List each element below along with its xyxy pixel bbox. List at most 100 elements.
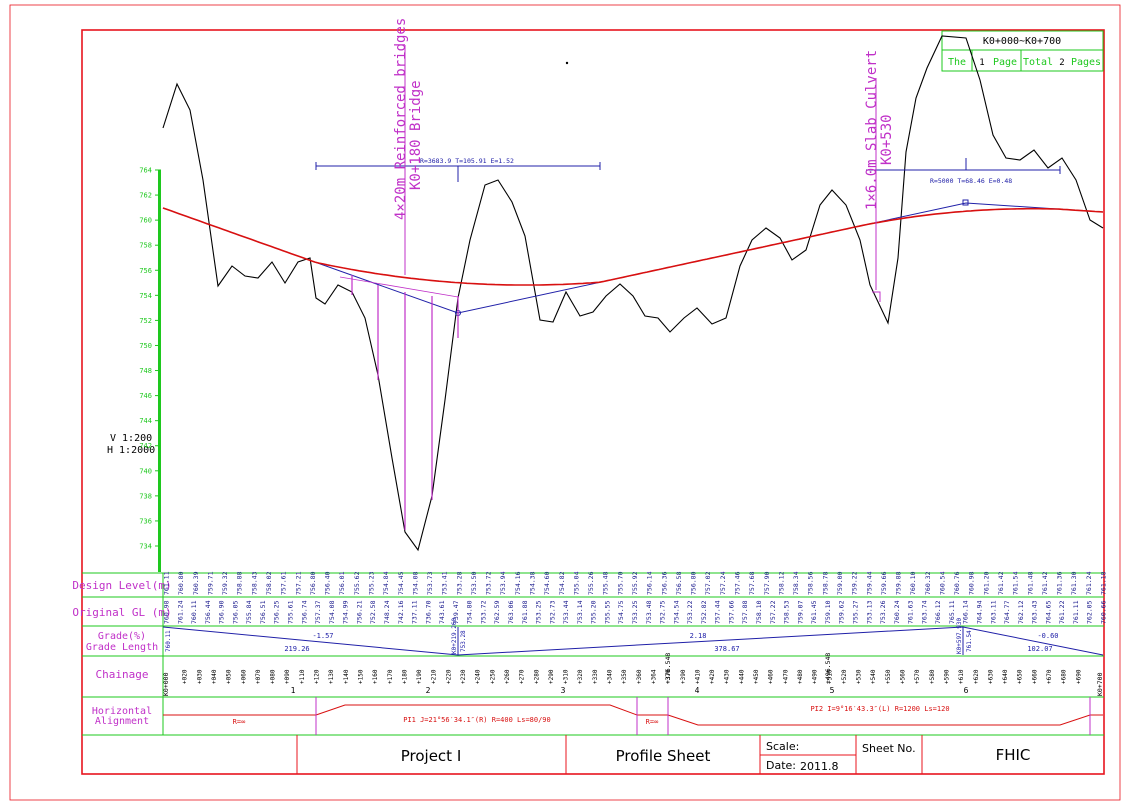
original-level-value: 736.70 [424, 600, 432, 624]
elevation-label: 738 [139, 492, 152, 500]
chainage-tick: +360 [636, 669, 643, 684]
chainage-tick: +020 [182, 669, 189, 684]
design-level-value: 761.24 [1085, 571, 1093, 595]
design-level-value: 753.94 [499, 571, 507, 595]
design-level-value: 761.42 [1041, 571, 1049, 595]
original-level-value: 758.10 [755, 600, 763, 624]
original-level-value: 760.11 [190, 600, 198, 624]
design-level-value: 755.04 [572, 571, 580, 595]
original-level-value: 756.90 [218, 600, 226, 624]
alignment-2: PI1 J=21°56′34.1″(R) R=400 Ls=80/90 [403, 716, 551, 724]
chainage-tick: +550 [885, 669, 892, 684]
design-level-value: 758.43 [250, 571, 258, 595]
design-level-value: 759.44 [865, 571, 873, 595]
chainage-tick: +250 [489, 669, 496, 684]
design-level-value: 761.36 [1056, 571, 1064, 595]
chainage-tick: +510 [826, 669, 833, 684]
chainage-tick: +320 [577, 669, 584, 684]
original-level-value: 753.13 [865, 600, 873, 624]
original-level-value: 762.05 [1086, 600, 1094, 624]
elevation-label: 734 [139, 543, 152, 551]
grade-1: -1.57 [312, 632, 333, 640]
original-level-value: 766.14 [962, 600, 970, 624]
design-level-value: 753.73 [426, 571, 434, 595]
chainage-tick: +690 [1075, 669, 1082, 684]
chainage-start: K0+000 [162, 672, 170, 696]
chainage-tick: +180 [401, 669, 408, 684]
original-level-value: 753.72 [479, 600, 487, 624]
original-level-value: 737.11 [411, 600, 419, 624]
elevation-label: 764 [139, 167, 152, 175]
culvert-label-1: 1×6.0m Slab Culvert [864, 50, 880, 210]
chainage-end: K0+700 [1096, 672, 1104, 696]
vertical-scale: V 1:200 [110, 433, 152, 444]
design-level-value: 758.56 [807, 571, 815, 595]
grade-length-2: 378.67 [714, 645, 739, 653]
elevation-label: 750 [139, 342, 152, 350]
chainage-tick: +420 [709, 669, 716, 684]
alignment-4: PI2 I=9°16′43.3″(L) R=1200 Ls=120 [810, 705, 949, 713]
design-level-value: 757.61 [280, 571, 288, 595]
page-number: 1 [979, 58, 984, 68]
chainage-km-mark: 5 [830, 686, 835, 695]
drawing-dot [565, 61, 569, 65]
original-level-value: 753.44 [562, 600, 570, 624]
design-level-value: 754.84 [382, 571, 390, 595]
original-level-value: 763.06 [507, 600, 515, 624]
original-level-value: 757.44 [714, 600, 722, 624]
scale-label: Scale: [766, 740, 799, 753]
chainage-tick: +670 [1046, 669, 1053, 684]
vertical-curve-1: R=3683.9 T=105.91 E=1.52 [315, 157, 601, 182]
original-level-value: 753.26 [879, 600, 887, 624]
design-level-value: 756.80 [309, 571, 317, 595]
design-level-row: 761.11 760.80 760.39 759.71 759.32 758.88 758.… [163, 571, 1108, 595]
grade-2: 2.18 [690, 632, 707, 640]
original-level-value: 757.37 [314, 600, 322, 624]
chainage-tick: +560 [900, 669, 907, 684]
pvi-label-5: 761.54 [966, 630, 973, 652]
original-level-value: 756.74 [300, 600, 308, 624]
chainage-tick: +150 [358, 669, 365, 684]
chainage-tick: +480 [797, 669, 804, 684]
original-level-value: 753.25 [631, 600, 639, 624]
pages-word: Pages [1071, 57, 1101, 68]
design-level-value: 756.58 [675, 571, 683, 595]
chainage-tick: +680 [1061, 669, 1068, 684]
chainage-tick: +460 [768, 669, 775, 684]
chainage-tick: +520 [841, 669, 848, 684]
original-level-value: 761.88 [521, 600, 529, 624]
chainage-tick: +130 [328, 669, 335, 684]
chainage-tick: +040 [211, 669, 218, 684]
alignment-1: R=∞ [233, 718, 246, 726]
chainage-tick: +050 [226, 669, 233, 684]
design-level-value: 758.02 [265, 571, 273, 595]
band-label-horizontal-1: Horizontal [92, 706, 152, 717]
original-level-value: 755.61 [287, 600, 295, 624]
chainage-tick: +410 [694, 669, 701, 684]
chainage-tick: +160 [372, 669, 379, 684]
original-level-value: 739.47 [452, 600, 460, 624]
original-level-value: 766.12 [934, 600, 942, 624]
design-level-value: 761.54 [1012, 571, 1020, 595]
chainage-tick: +450 [753, 669, 760, 684]
original-level-value: 756.05 [231, 600, 239, 624]
original-level-value: 757.22 [769, 600, 777, 624]
bridge-label-1: 4×20m Reinforced bridges [393, 18, 409, 220]
horizontal-scale: H 1:2000 [107, 445, 155, 456]
chainage-tick: +330 [592, 669, 599, 684]
original-level-value: 752.58 [369, 600, 377, 624]
chainage-tick: +030 [196, 669, 203, 684]
original-level-value: 763.74 [920, 600, 928, 624]
design-level-value: 754.82 [558, 571, 566, 595]
original-level-value: 765.11 [948, 600, 956, 624]
design-level-value: 753.50 [470, 571, 478, 595]
original-level-value: 760.66 [1100, 600, 1108, 624]
chainage-tick: +364 [651, 669, 658, 684]
chainage-tick: +060 [240, 669, 247, 684]
design-level-value: 753.28 [455, 571, 463, 595]
date-value: 2011.8 [800, 760, 839, 773]
original-level-value: 755.84 [245, 600, 253, 624]
original-level-value: 748.24 [383, 600, 391, 624]
design-line [162, 207, 1104, 286]
